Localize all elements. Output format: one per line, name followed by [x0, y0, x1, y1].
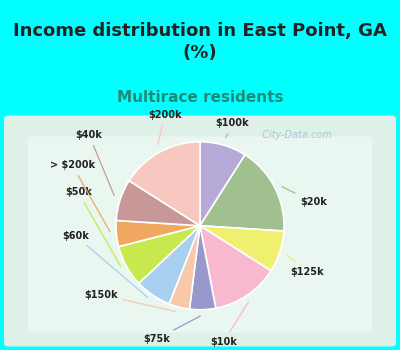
Wedge shape: [200, 155, 284, 231]
Text: Multirace residents: Multirace residents: [117, 91, 283, 105]
Wedge shape: [129, 142, 200, 226]
Text: $125k: $125k: [287, 255, 324, 277]
Text: $10k: $10k: [210, 302, 248, 346]
Text: City-Data.com: City-Data.com: [256, 130, 332, 140]
Text: > $200k: > $200k: [50, 160, 110, 232]
Text: $20k: $20k: [282, 187, 327, 207]
Text: $40k: $40k: [76, 130, 114, 196]
Wedge shape: [116, 181, 200, 226]
Wedge shape: [190, 226, 216, 310]
Wedge shape: [169, 226, 200, 309]
Wedge shape: [119, 226, 200, 283]
FancyBboxPatch shape: [28, 136, 372, 332]
Text: $50k: $50k: [65, 187, 120, 266]
Wedge shape: [116, 220, 200, 247]
Text: $150k: $150k: [84, 290, 175, 312]
Text: $100k: $100k: [215, 118, 249, 138]
Wedge shape: [200, 142, 245, 226]
Wedge shape: [200, 226, 271, 308]
Wedge shape: [139, 226, 200, 304]
Wedge shape: [200, 226, 284, 271]
Text: Income distribution in East Point, GA
(%): Income distribution in East Point, GA (%…: [13, 22, 387, 62]
Text: $200k: $200k: [148, 110, 182, 145]
FancyBboxPatch shape: [4, 116, 396, 346]
Text: $60k: $60k: [62, 231, 148, 298]
Text: $75k: $75k: [143, 316, 200, 344]
